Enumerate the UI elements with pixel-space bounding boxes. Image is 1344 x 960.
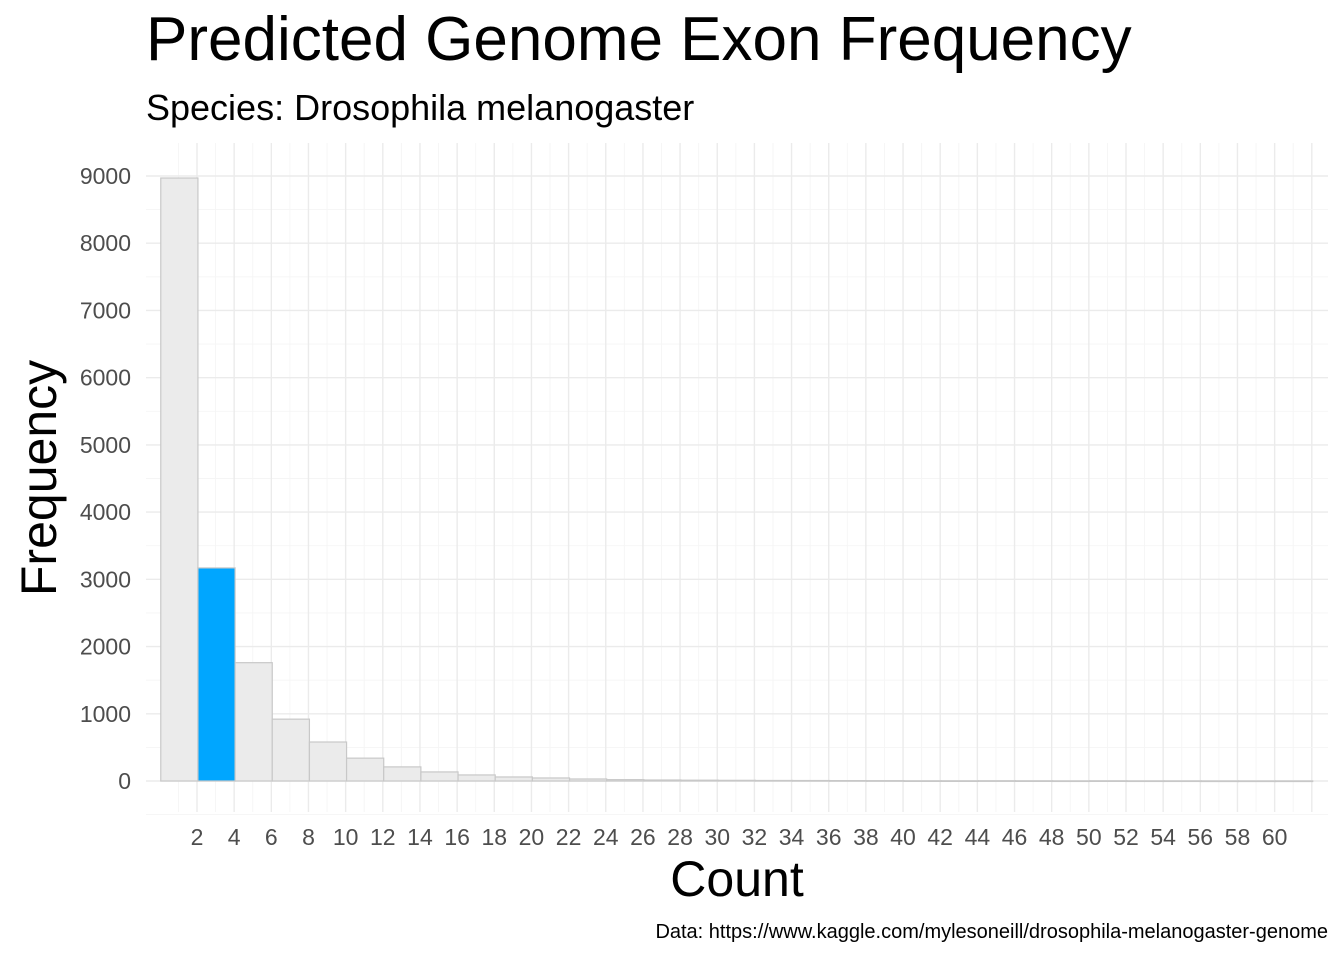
x-tick-labels: 2 4 6 8 10 12 14 16 18 20 22 24 26 28 30 32 34 36 38 40 42 44… bbox=[191, 824, 1288, 850]
histogram-bar bbox=[308, 741, 348, 782]
y-tick-label: 7000 bbox=[80, 297, 131, 323]
y-tick-label: 5000 bbox=[80, 432, 131, 458]
histogram-bar bbox=[531, 777, 571, 782]
histogram-bar bbox=[643, 779, 682, 782]
histogram-bar bbox=[866, 780, 905, 782]
histogram-bar bbox=[494, 776, 533, 782]
x-axis-title: Count bbox=[670, 851, 804, 907]
histogram-bar bbox=[420, 771, 459, 782]
histogram-bar bbox=[791, 779, 831, 782]
x-tick-label: 20 bbox=[519, 824, 545, 850]
histogram-bar bbox=[383, 766, 422, 782]
x-tick-label: 22 bbox=[556, 824, 582, 850]
y-tick-label: 4000 bbox=[80, 499, 131, 525]
histogram-bar bbox=[1052, 780, 1091, 783]
chart-title: Predicted Genome Exon Frequency bbox=[146, 5, 1132, 74]
x-tick-label: 40 bbox=[890, 824, 916, 850]
x-tick-label: 54 bbox=[1150, 824, 1176, 850]
histogram-bar bbox=[1274, 780, 1314, 783]
histogram-bar bbox=[457, 774, 496, 782]
y-tick-label: 2000 bbox=[80, 634, 131, 660]
chart-subtitle: Species: Drosophila melanogaster bbox=[146, 87, 695, 128]
x-tick-label: 8 bbox=[302, 824, 315, 850]
x-tick-label: 4 bbox=[228, 824, 241, 850]
grid-minor-lines bbox=[146, 143, 1328, 816]
histogram-bar bbox=[271, 718, 311, 782]
x-tick-label: 26 bbox=[630, 824, 656, 850]
histogram-bar bbox=[940, 780, 979, 782]
bars-group bbox=[160, 177, 1314, 783]
histogram-bar bbox=[1237, 780, 1277, 783]
x-tick-label: 56 bbox=[1188, 824, 1214, 850]
histogram-bar bbox=[1200, 780, 1240, 783]
histogram-bar bbox=[717, 779, 756, 782]
x-tick-label: 44 bbox=[965, 824, 991, 850]
x-tick-label: 60 bbox=[1262, 824, 1288, 850]
y-tick-labels: 0 1000 2000 3000 4000 5000 6000 7000 8000 9000 bbox=[80, 163, 131, 794]
y-tick-label: 0 bbox=[118, 768, 131, 794]
y-axis-title: Frequency bbox=[11, 360, 67, 596]
histogram-bar bbox=[345, 757, 385, 782]
y-tick-label: 6000 bbox=[80, 365, 131, 391]
x-tick-label: 58 bbox=[1225, 824, 1251, 850]
x-tick-label: 2 bbox=[191, 824, 204, 850]
histogram-bar bbox=[903, 780, 942, 782]
histogram-bar bbox=[754, 779, 794, 782]
x-tick-label: 52 bbox=[1113, 824, 1139, 850]
x-tick-label: 12 bbox=[370, 824, 396, 850]
x-tick-label: 42 bbox=[927, 824, 953, 850]
grid-major-lines bbox=[146, 143, 1328, 812]
y-tick-label: 1000 bbox=[80, 701, 131, 727]
y-tick-label: 9000 bbox=[80, 163, 131, 189]
y-tick-label: 3000 bbox=[80, 566, 131, 592]
x-tick-label: 36 bbox=[816, 824, 842, 850]
histogram-bar bbox=[680, 779, 719, 782]
histogram-bar bbox=[606, 779, 645, 782]
x-tick-label: 46 bbox=[1002, 824, 1028, 850]
x-tick-label: 6 bbox=[265, 824, 278, 850]
x-tick-label: 10 bbox=[333, 824, 359, 850]
histogram-bar bbox=[1089, 780, 1128, 782]
x-tick-label: 50 bbox=[1076, 824, 1102, 850]
histogram-bar bbox=[1014, 780, 1054, 782]
x-tick-label: 24 bbox=[593, 824, 619, 850]
x-tick-label: 16 bbox=[444, 824, 470, 850]
x-tick-label: 30 bbox=[704, 824, 730, 850]
x-tick-label: 34 bbox=[779, 824, 805, 850]
histogram-bar bbox=[977, 780, 1017, 782]
histogram-bar bbox=[234, 662, 273, 782]
histogram-bar bbox=[568, 778, 608, 782]
histogram-bar bbox=[829, 779, 868, 782]
histogram-bar bbox=[197, 567, 236, 782]
y-tick-label: 8000 bbox=[80, 230, 131, 256]
x-tick-label: 18 bbox=[481, 824, 507, 850]
x-tick-label: 38 bbox=[853, 824, 879, 850]
x-tick-label: 28 bbox=[667, 824, 693, 850]
x-tick-label: 14 bbox=[407, 824, 433, 850]
histogram-bar bbox=[1163, 780, 1202, 783]
x-tick-label: 32 bbox=[742, 824, 768, 850]
histogram-bar bbox=[160, 177, 199, 782]
histogram-bar bbox=[1126, 780, 1165, 783]
chart-caption: Data: https://www.kaggle.com/mylesoneill… bbox=[655, 921, 1328, 943]
x-tick-label: 48 bbox=[1039, 824, 1065, 850]
